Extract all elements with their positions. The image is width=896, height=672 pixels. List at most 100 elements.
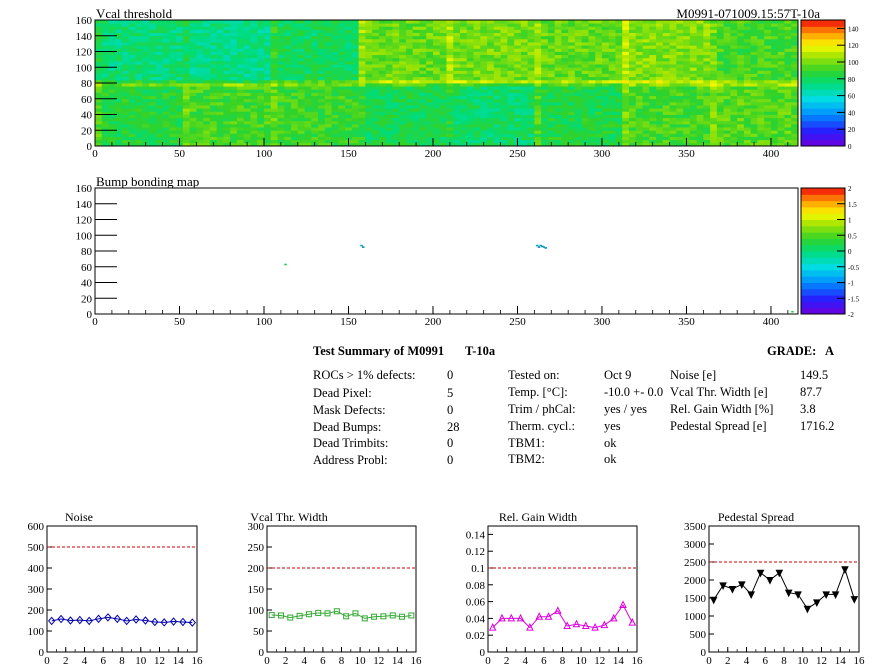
data-point (277, 612, 284, 619)
heatmap-cell (493, 67, 501, 71)
heatmap-cell (257, 60, 265, 65)
heatmap-cell (770, 117, 779, 122)
heatmap-cell (635, 64, 643, 68)
heatmap-cell (176, 79, 184, 84)
data-point (831, 591, 840, 600)
heatmap-cell (419, 64, 427, 68)
heatmap-cell (419, 70, 427, 74)
heatmap-cell (750, 23, 758, 27)
heatmap-cell (527, 45, 535, 49)
heatmap-cell (460, 108, 468, 112)
heatmap-cell (209, 79, 218, 84)
heatmap-cell (378, 89, 387, 93)
grade-label: GRADE: (767, 344, 817, 358)
heatmap-cell (304, 95, 312, 100)
x-tick-label: 0 (706, 655, 712, 667)
heatmap-cell (318, 130, 326, 134)
heatmap-cell (135, 89, 143, 93)
heatmap-cell (122, 32, 130, 37)
heatmap-cell (601, 120, 610, 125)
heatmap-cell (676, 32, 684, 37)
heatmap-cell (189, 114, 197, 119)
heatmap-cell (284, 120, 292, 125)
heatmap-cell (331, 42, 339, 46)
heatmap-cell (270, 45, 278, 49)
heatmap-cell (689, 67, 698, 71)
heatmap-cell (284, 139, 292, 144)
heatmap-cell (101, 117, 109, 122)
heatmap-cell (554, 105, 562, 109)
heatmap-cell (608, 60, 616, 65)
heatmap-cell (351, 64, 360, 68)
heatmap-cell (480, 67, 488, 71)
heatmap-cell (95, 42, 103, 46)
heatmap-cell (108, 26, 116, 30)
heatmap-cell (243, 127, 251, 131)
heatmap-cell (649, 70, 657, 74)
heatmap-cell (703, 76, 711, 81)
heatmap-cell (338, 89, 346, 93)
heatmap-cell (683, 42, 691, 46)
heatmap-cell (196, 83, 204, 87)
heatmap-cell (291, 26, 299, 30)
heatmap-cell (527, 38, 535, 43)
heatmap-cell (392, 89, 400, 93)
heatmap-cell (716, 130, 725, 134)
heatmap-cell (547, 23, 556, 27)
heatmap-cell (460, 83, 468, 87)
heatmap-cell (514, 76, 522, 81)
heatmap-cell (419, 120, 427, 125)
heatmap-cell (460, 48, 468, 52)
heatmap-cell (743, 136, 752, 141)
heatmap-cell (243, 20, 251, 24)
heatmap-cell (176, 60, 184, 65)
heatmap-cell (649, 139, 657, 144)
heatmap-cell (561, 108, 569, 112)
heatmap-cell (385, 76, 393, 81)
heatmap-cell (716, 32, 725, 37)
heatmap-cell (108, 130, 116, 134)
heatmap-cell (777, 83, 785, 87)
heatmap-cell (358, 120, 366, 125)
heatmap-cell (257, 86, 265, 90)
heatmap-cell (662, 120, 670, 125)
heatmap-cell (514, 133, 522, 137)
heatmap-cell (142, 105, 150, 109)
heatmap-cell (270, 70, 278, 74)
heatmap-cell (642, 45, 650, 49)
heatmap-cell (284, 127, 292, 131)
heatmap-cell (182, 114, 191, 119)
heatmap-cell (622, 70, 630, 74)
heatmap-cell (216, 38, 224, 43)
heatmap-cell (101, 45, 109, 49)
heatmap-cell (142, 89, 150, 93)
heatmap-cell (392, 95, 400, 100)
heatmap-cell (176, 29, 184, 33)
heatmap-cell (791, 111, 799, 115)
heatmap-cell (412, 95, 420, 100)
heatmap-cell (392, 67, 400, 71)
heatmap-cell (419, 79, 427, 84)
heatmap-cell (270, 101, 278, 106)
heatmap-cell (601, 20, 610, 24)
heatmap-cell (122, 54, 130, 59)
heatmap-cell (595, 64, 603, 68)
heatmap-cell (791, 98, 799, 103)
map-title: Bump bonding map (96, 174, 199, 189)
heatmap-cell (757, 23, 765, 27)
heatmap-cell (541, 20, 549, 24)
heatmap-cell (196, 29, 204, 33)
heatmap-cell (236, 108, 245, 112)
heatmap-cell (514, 114, 522, 119)
heatmap-cell (757, 26, 765, 30)
heatmap-cell (432, 136, 441, 141)
heatmap-cell (480, 127, 488, 131)
heatmap-cell (689, 76, 698, 81)
heatmap-cell (743, 73, 752, 78)
heatmap-cell (284, 60, 292, 65)
heatmap-cell (155, 70, 163, 74)
heatmap-cell (743, 123, 752, 128)
heatmap-cell (473, 108, 481, 112)
x-tick-label: 2 (63, 655, 69, 667)
heatmap-cell (649, 48, 657, 52)
